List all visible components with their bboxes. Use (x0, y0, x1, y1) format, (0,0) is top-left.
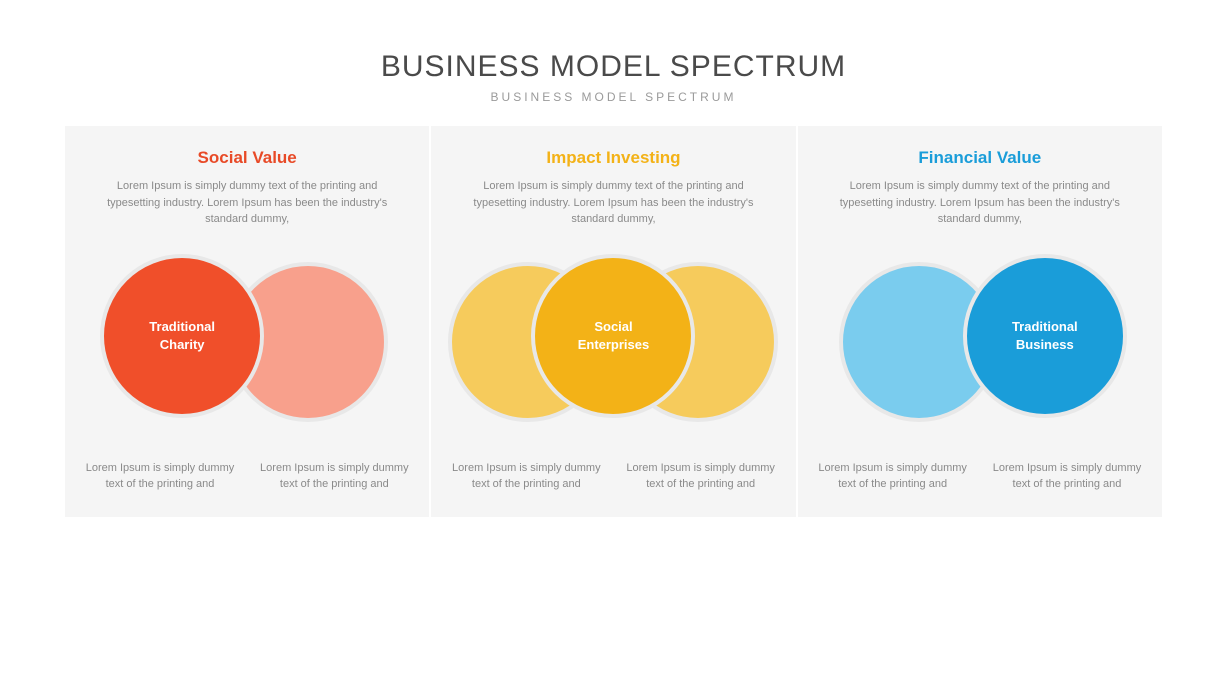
page-subtitle: BUSINESS MODEL SPECTRUM (65, 90, 1162, 104)
panel-description: Lorem Ipsum is simply dummy text of the … (463, 178, 763, 228)
bottom-text-right: Lorem Ipsum is simply dummy text of the … (992, 460, 1142, 493)
bottom-texts: Lorem Ipsum is simply dummy text of the … (451, 460, 775, 493)
panel-social-value: Social Value Lorem Ipsum is simply dummy… (65, 126, 429, 517)
panels-row: Social Value Lorem Ipsum is simply dummy… (65, 126, 1162, 517)
bottom-texts: Lorem Ipsum is simply dummy text of the … (85, 460, 409, 493)
bottom-text-right: Lorem Ipsum is simply dummy text of the … (259, 460, 409, 493)
primary-circle: TraditionalCharity (100, 254, 264, 418)
panel-title: Impact Investing (546, 148, 680, 168)
panel-financial-value: Financial Value Lorem Ipsum is simply du… (798, 126, 1162, 517)
venn-diagram: TraditionalBusiness (825, 252, 1135, 432)
circle-label: SocialEnterprises (568, 318, 660, 353)
circle-label: TraditionalBusiness (1002, 318, 1088, 353)
panel-title: Social Value (198, 148, 297, 168)
bottom-text-left: Lorem Ipsum is simply dummy text of the … (818, 460, 968, 493)
panel-title: Financial Value (918, 148, 1041, 168)
page-title: BUSINESS MODEL SPECTRUM (65, 50, 1162, 84)
slide-page: BUSINESS MODEL SPECTRUM BUSINESS MODEL S… (0, 0, 1227, 690)
bottom-texts: Lorem Ipsum is simply dummy text of the … (818, 460, 1142, 493)
venn-diagram: TraditionalCharity (92, 252, 402, 432)
panel-description: Lorem Ipsum is simply dummy text of the … (830, 178, 1130, 228)
primary-circle: TraditionalBusiness (963, 254, 1127, 418)
panel-impact-investing: Impact Investing Lorem Ipsum is simply d… (431, 126, 795, 517)
bottom-text-left: Lorem Ipsum is simply dummy text of the … (85, 460, 235, 493)
bottom-text-right: Lorem Ipsum is simply dummy text of the … (626, 460, 776, 493)
page-header: BUSINESS MODEL SPECTRUM BUSINESS MODEL S… (65, 50, 1162, 104)
primary-circle: SocialEnterprises (531, 254, 695, 418)
panel-description: Lorem Ipsum is simply dummy text of the … (97, 178, 397, 228)
circle-label: TraditionalCharity (139, 318, 225, 353)
bottom-text-left: Lorem Ipsum is simply dummy text of the … (451, 460, 601, 493)
venn-diagram: SocialEnterprises (458, 252, 768, 432)
